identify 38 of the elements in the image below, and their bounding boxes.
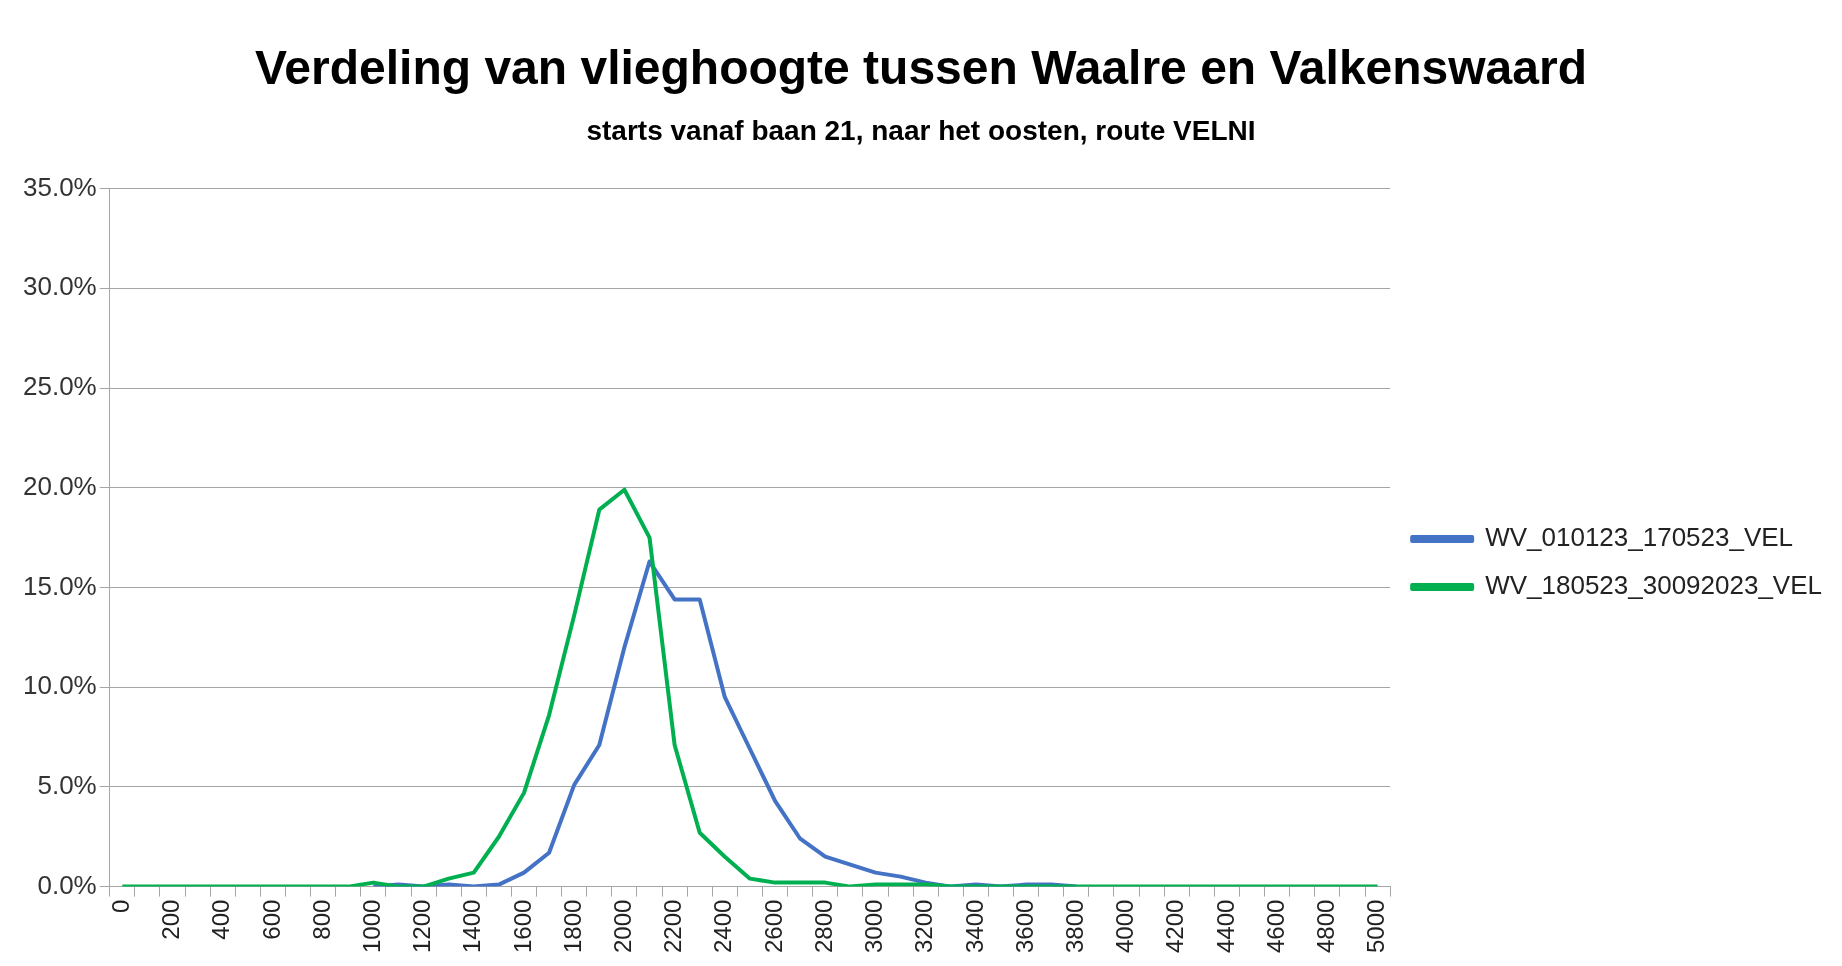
y-tick-label: 15.0% <box>22 570 97 601</box>
x-tick-label: 4000 <box>1111 899 1139 953</box>
x-tick-label: 2400 <box>709 899 737 953</box>
x-tick-label: 4600 <box>1261 899 1289 953</box>
x-tick-label: 600 <box>257 899 285 940</box>
legend-label: WV_010123_170523_VEL <box>1485 522 1794 553</box>
x-tick-label: 1200 <box>408 899 436 953</box>
x-tick-label: 800 <box>307 899 335 940</box>
x-tick-label: 1400 <box>458 899 486 953</box>
x-tick-label: 3000 <box>860 899 888 953</box>
y-tick-label: 20.0% <box>22 470 97 501</box>
x-tick-label: 3800 <box>1060 899 1088 953</box>
x-tick-label: 3400 <box>960 899 988 953</box>
x-tick-label: 1000 <box>357 899 385 953</box>
x-tick-label: 3600 <box>1010 899 1038 953</box>
x-tick-label: 2000 <box>609 899 637 953</box>
x-tick-label: 200 <box>157 899 185 940</box>
x-tick-label: 5000 <box>1362 899 1390 953</box>
x-tick-label: 1800 <box>558 899 586 953</box>
x-tick-label: 0 <box>106 899 134 913</box>
x-tick-label: 1600 <box>508 899 536 953</box>
x-tick-label: 400 <box>207 899 235 940</box>
x-tick-label: 4400 <box>1211 899 1239 953</box>
legend-label: WV_180523_30092023_VEL <box>1485 570 1823 601</box>
y-tick-label: 35.0% <box>22 171 97 202</box>
x-tick-label: 2600 <box>759 899 787 953</box>
x-tick-label: 2800 <box>809 899 837 953</box>
x-tick-label: 4800 <box>1312 899 1340 953</box>
y-tick-label: 30.0% <box>22 271 97 302</box>
chart-title: Verdeling van vlieghoogte tussen Waalre en Valkenswaard <box>254 40 1588 95</box>
y-tick-label: 10.0% <box>22 670 97 701</box>
chart-subtitle: starts vanaf baan 21, naar het oosten, route VELNI <box>585 115 1257 147</box>
y-tick-label: 5.0% <box>37 770 97 801</box>
y-tick-label: 0.0% <box>37 869 97 900</box>
y-tick-label: 25.0% <box>22 371 97 402</box>
x-tick-label: 4200 <box>1161 899 1189 953</box>
x-tick-label: 2200 <box>659 899 687 953</box>
x-tick-label: 3200 <box>910 899 938 953</box>
